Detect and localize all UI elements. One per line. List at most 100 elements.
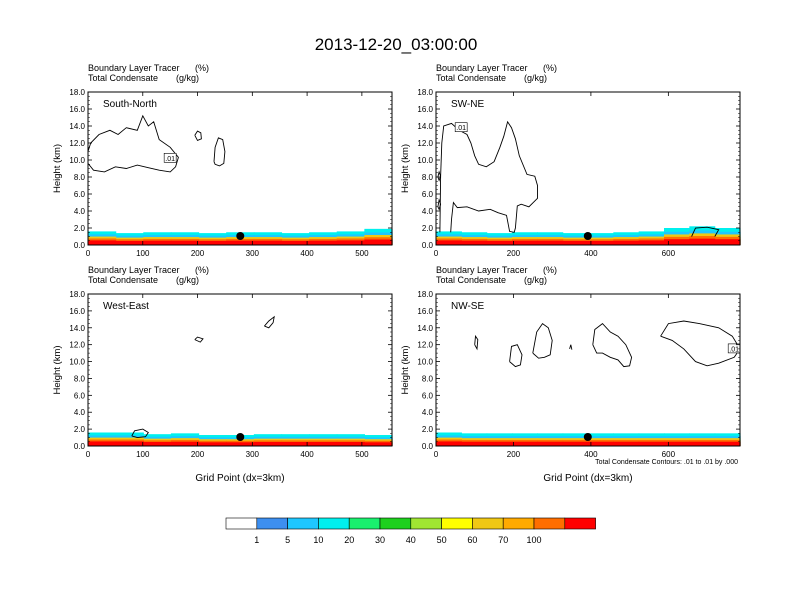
colorbar-cell — [533, 517, 566, 530]
panel-name: South-North — [103, 99, 157, 110]
location-marker — [236, 433, 245, 441]
panel-south-north: Boundary Layer Tracer (%) Total Condensate… — [52, 63, 393, 258]
tracer-cell — [714, 441, 741, 446]
panel-subtitle-tracer-unit: (%) — [543, 63, 557, 73]
tracer-cell — [309, 240, 338, 245]
tracer-band-4 — [88, 441, 393, 446]
tracer-cell — [512, 240, 538, 245]
panel-subtitle-condensate-unit: (g/kg) — [176, 275, 199, 285]
colorbar-label: 5 — [285, 535, 290, 545]
tracer-cell — [253, 441, 283, 446]
colorbar: 1 5 10 20 30 40 50 60 70 100 — [225, 517, 596, 545]
condensate-contour — [194, 336, 204, 343]
panel-subtitle-tracer: Boundary Layer Tracer — [436, 63, 528, 73]
tracer-cell — [170, 441, 200, 446]
y-tick-label: 8.0 — [422, 374, 434, 383]
tracer-cell — [364, 442, 393, 446]
y-tick-label: 8.0 — [422, 173, 434, 182]
tracer-cell — [461, 240, 488, 245]
x-tick-label: 100 — [136, 450, 150, 459]
y-tick-label: 12.0 — [69, 139, 85, 148]
tracer-cell — [486, 240, 513, 245]
colorbar-cell — [441, 517, 473, 530]
y-tick-label: 16.0 — [69, 105, 85, 114]
colorbar-cell — [256, 517, 288, 530]
location-marker — [583, 232, 592, 240]
y-tick-label: 18.0 — [69, 290, 85, 299]
panel-west-east: Boundary Layer Tracer (%) Total Condensate… — [52, 265, 393, 484]
x-tick-label: 400 — [584, 450, 598, 459]
y-tick-label: 4.0 — [74, 207, 86, 216]
contour-label-box — [163, 153, 177, 163]
panel-nw-se: Boundary Layer Tracer (%) Total Condensate… — [400, 265, 741, 484]
panel-subtitle-condensate-unit: (g/kg) — [176, 73, 199, 83]
contour-label: .01 — [165, 156, 175, 163]
figure-title: 2013-12-20_03:00:00 — [315, 35, 478, 54]
tracer-cell — [88, 441, 117, 446]
panel-subtitle-tracer-unit: (%) — [195, 63, 209, 73]
tracer-cell — [253, 240, 283, 245]
contour-label: .01 — [729, 346, 739, 353]
tracer-cell — [309, 441, 338, 446]
panel-subtitle-tracer: Boundary Layer Tracer — [88, 63, 180, 73]
x-tick-label: 100 — [136, 249, 150, 258]
y-tick-label: 0.0 — [74, 442, 86, 451]
y-tick-label: 10.0 — [417, 156, 433, 165]
panel-subtitle-tracer-unit: (%) — [195, 265, 209, 275]
plot-frame — [435, 91, 741, 246]
tracer-band-4 — [88, 239, 393, 245]
y-tick-label: 16.0 — [417, 105, 433, 114]
y-axis-label: Height (km) — [400, 345, 411, 394]
tracer-cell — [588, 240, 614, 245]
panel-subtitle-condensate: Total Condensate — [88, 73, 158, 83]
plot-frame — [87, 293, 393, 447]
x-tick-label: 400 — [300, 450, 314, 459]
contour-footnote: Total Condensate Contours: .01 to .01 by… — [595, 459, 738, 466]
tracer-cell — [115, 240, 144, 245]
y-tick-label: 0.0 — [74, 241, 86, 250]
plot-frame — [87, 91, 393, 246]
y-tick-label: 16.0 — [69, 307, 85, 316]
panel-subtitle-condensate-unit: (g/kg) — [524, 73, 547, 83]
colorbar-cell — [410, 517, 442, 530]
tracer-cell — [226, 240, 255, 245]
x-axis-label: Grid Point (dx=3km) — [195, 473, 284, 484]
y-tick-label: 0.0 — [422, 442, 434, 451]
tracer-cell — [281, 441, 310, 446]
x-tick-label: 200 — [191, 249, 205, 258]
condensate-contour — [437, 198, 442, 211]
colorbar-cell — [348, 517, 381, 530]
condensate-contour — [131, 428, 149, 439]
panel-subtitle-tracer: Boundary Layer Tracer — [88, 265, 180, 275]
condensate-contour — [569, 344, 573, 350]
panel-subtitle-condensate: Total Condensate — [436, 73, 506, 83]
y-tick-label: 12.0 — [417, 341, 433, 350]
x-tick-label: 500 — [355, 450, 369, 459]
x-tick-label: 0 — [434, 249, 439, 258]
tracer-cell — [638, 441, 665, 446]
y-tick-label: 2.0 — [74, 224, 86, 233]
y-tick-label: 0.0 — [422, 241, 434, 250]
condensate-contour — [439, 120, 538, 233]
y-tick-label: 14.0 — [417, 324, 433, 333]
y-tick-label: 10.0 — [69, 358, 85, 367]
condensate-contour — [194, 130, 202, 141]
colorbar-label: 10 — [313, 535, 323, 545]
condensate-contour — [691, 226, 720, 237]
y-tick-label: 2.0 — [422, 224, 434, 233]
tracer-cell — [226, 442, 255, 446]
colorbar-cell — [502, 517, 535, 530]
condensate-contour — [437, 170, 442, 182]
colorbar-label: 100 — [526, 535, 541, 545]
y-tick-label: 4.0 — [422, 207, 434, 216]
panel-sw-ne: Boundary Layer Tracer (%) Total Condensate… — [400, 63, 741, 258]
x-tick-label: 300 — [246, 450, 260, 459]
x-tick-label: 0 — [434, 450, 439, 459]
x-tick-label: 0 — [86, 249, 91, 258]
colorbar-cell — [287, 517, 319, 530]
panel-name: NW-SE — [451, 301, 484, 312]
y-tick-label: 14.0 — [417, 122, 433, 131]
colorbar-label: 1 — [254, 535, 259, 545]
tracer-cell — [537, 240, 564, 245]
tracer-cell — [364, 239, 393, 245]
